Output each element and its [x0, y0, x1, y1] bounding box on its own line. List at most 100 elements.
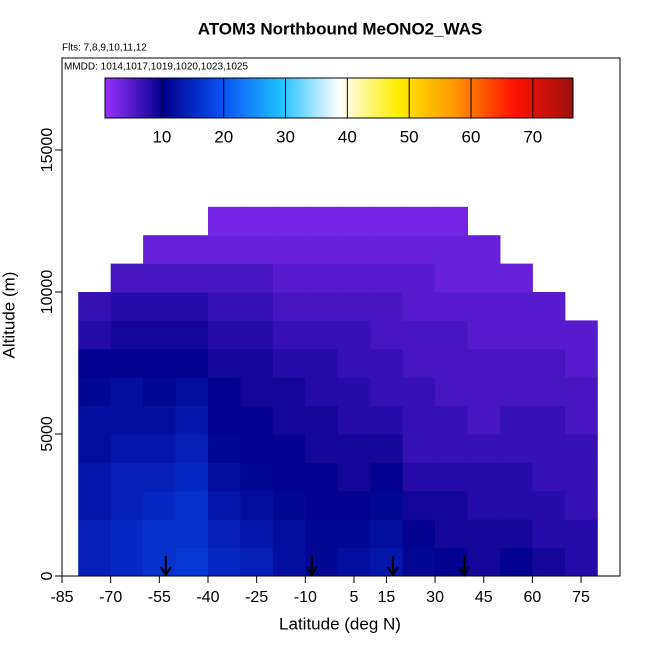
heatmap-cell	[240, 206, 274, 236]
x-tick-label: -40	[196, 589, 219, 606]
heatmap-cell	[435, 348, 469, 378]
heatmap-cell	[272, 519, 306, 549]
heatmap-cell	[370, 263, 404, 293]
heatmap-cell	[467, 405, 501, 435]
x-tick-label: -10	[294, 589, 317, 606]
heatmap-cell	[499, 462, 533, 492]
heatmap-cell	[175, 377, 209, 407]
flight-arrow-head	[159, 566, 172, 577]
heatmap-cell	[272, 547, 306, 577]
x-tick-label: -55	[148, 589, 171, 606]
heatmap-cell	[337, 547, 371, 577]
flight-arrow-head	[458, 566, 471, 577]
heatmap-cell	[337, 263, 371, 293]
heatmap-cell	[467, 462, 501, 492]
heatmap-cell	[78, 434, 112, 463]
flight-arrow-head	[387, 566, 399, 577]
heatmap-cell	[435, 206, 469, 236]
heatmap-cell	[370, 462, 404, 492]
heatmap-cell	[435, 292, 469, 321]
heatmap-cell	[175, 490, 209, 520]
heatmap-cell	[175, 434, 209, 463]
heatmap-cell	[240, 263, 274, 293]
heatmap-cell	[564, 547, 598, 577]
heatmap-cell	[337, 292, 371, 321]
heatmap-cell	[337, 434, 371, 463]
heatmap-cell	[532, 348, 566, 378]
flight-arrow-head	[305, 566, 318, 577]
x-tick-label: 15	[378, 589, 396, 606]
heatmap-cell	[532, 434, 566, 463]
x-tick-label: 60	[524, 589, 542, 606]
heatmap-cell	[402, 377, 436, 407]
heatmap-cell	[402, 263, 436, 293]
heatmap-cell	[110, 490, 144, 520]
heatmap-cell	[272, 434, 306, 463]
heatmap-cell	[467, 263, 501, 293]
heatmap-cell	[175, 405, 209, 435]
heatmap-cell	[499, 519, 533, 549]
heatmap-cell	[143, 547, 177, 577]
heatmap-cell	[532, 547, 566, 577]
heatmap-cell	[370, 320, 404, 350]
heatmap-cell	[435, 320, 469, 350]
colorbar-tick-label: 70	[523, 127, 542, 146]
heatmap-cell	[499, 292, 533, 321]
y-tick-label: 0	[39, 571, 56, 580]
heatmap-cell	[370, 434, 404, 463]
heatmap-cell	[305, 348, 339, 378]
heatmap-cell	[370, 292, 404, 321]
x-tick-label: 30	[426, 589, 444, 606]
heatmap-cell	[499, 490, 533, 520]
heatmap-cell	[175, 320, 209, 350]
heatmap-cell	[370, 377, 404, 407]
heatmap-cell	[175, 519, 209, 549]
x-tick-label: 75	[572, 589, 590, 606]
heatmap-cell	[467, 547, 501, 577]
heatmap-cell	[175, 462, 209, 492]
heatmap-cell	[499, 434, 533, 463]
heatmap-cell	[305, 235, 339, 265]
colorbar	[104, 77, 574, 119]
heatmap-cell	[305, 320, 339, 350]
heatmap-cell	[207, 348, 241, 378]
heatmap-cell	[532, 405, 566, 435]
heatmap-cell	[402, 348, 436, 378]
heatmap-cell	[207, 235, 241, 265]
heatmap-cell	[402, 490, 436, 520]
heatmap-cell	[337, 348, 371, 378]
heatmap-cell	[207, 434, 241, 463]
heatmap-cell	[175, 547, 209, 577]
colorbar-tick-label: 30	[276, 127, 295, 146]
heatmap-cell	[207, 547, 241, 577]
heatmap-cell	[207, 519, 241, 549]
heatmap-cell	[532, 490, 566, 520]
heatmap-cell	[337, 235, 371, 265]
heatmap-cell	[435, 405, 469, 435]
heatmap-cell	[110, 263, 144, 293]
heatmap-cell	[78, 377, 112, 407]
x-tick-label: 5	[350, 589, 359, 606]
colorbar-tick-label: 40	[338, 127, 357, 146]
heatmap-cell	[272, 206, 306, 236]
heatmap-cell	[402, 320, 436, 350]
heatmap-cell	[110, 320, 144, 350]
heatmap-cell	[564, 519, 598, 549]
heatmap-cell	[402, 292, 436, 321]
heatmap-cell	[370, 547, 404, 577]
heatmap-cell	[532, 292, 566, 321]
heatmap-cell	[435, 490, 469, 520]
colorbar-tick-label: 20	[214, 127, 233, 146]
colorbar-tick-label: 60	[462, 127, 481, 146]
heatmap-cell	[78, 462, 112, 492]
heatmap-cell	[272, 405, 306, 435]
heatmap-cell	[499, 263, 533, 293]
heatmap-cell	[467, 434, 501, 463]
heatmap-cell	[435, 263, 469, 293]
colorbar-tick-label: 50	[400, 127, 419, 146]
heatmap-cell	[272, 348, 306, 378]
heatmap-cell	[499, 320, 533, 350]
y-tick-label: 15000	[39, 128, 56, 173]
heatmap-cell	[175, 348, 209, 378]
